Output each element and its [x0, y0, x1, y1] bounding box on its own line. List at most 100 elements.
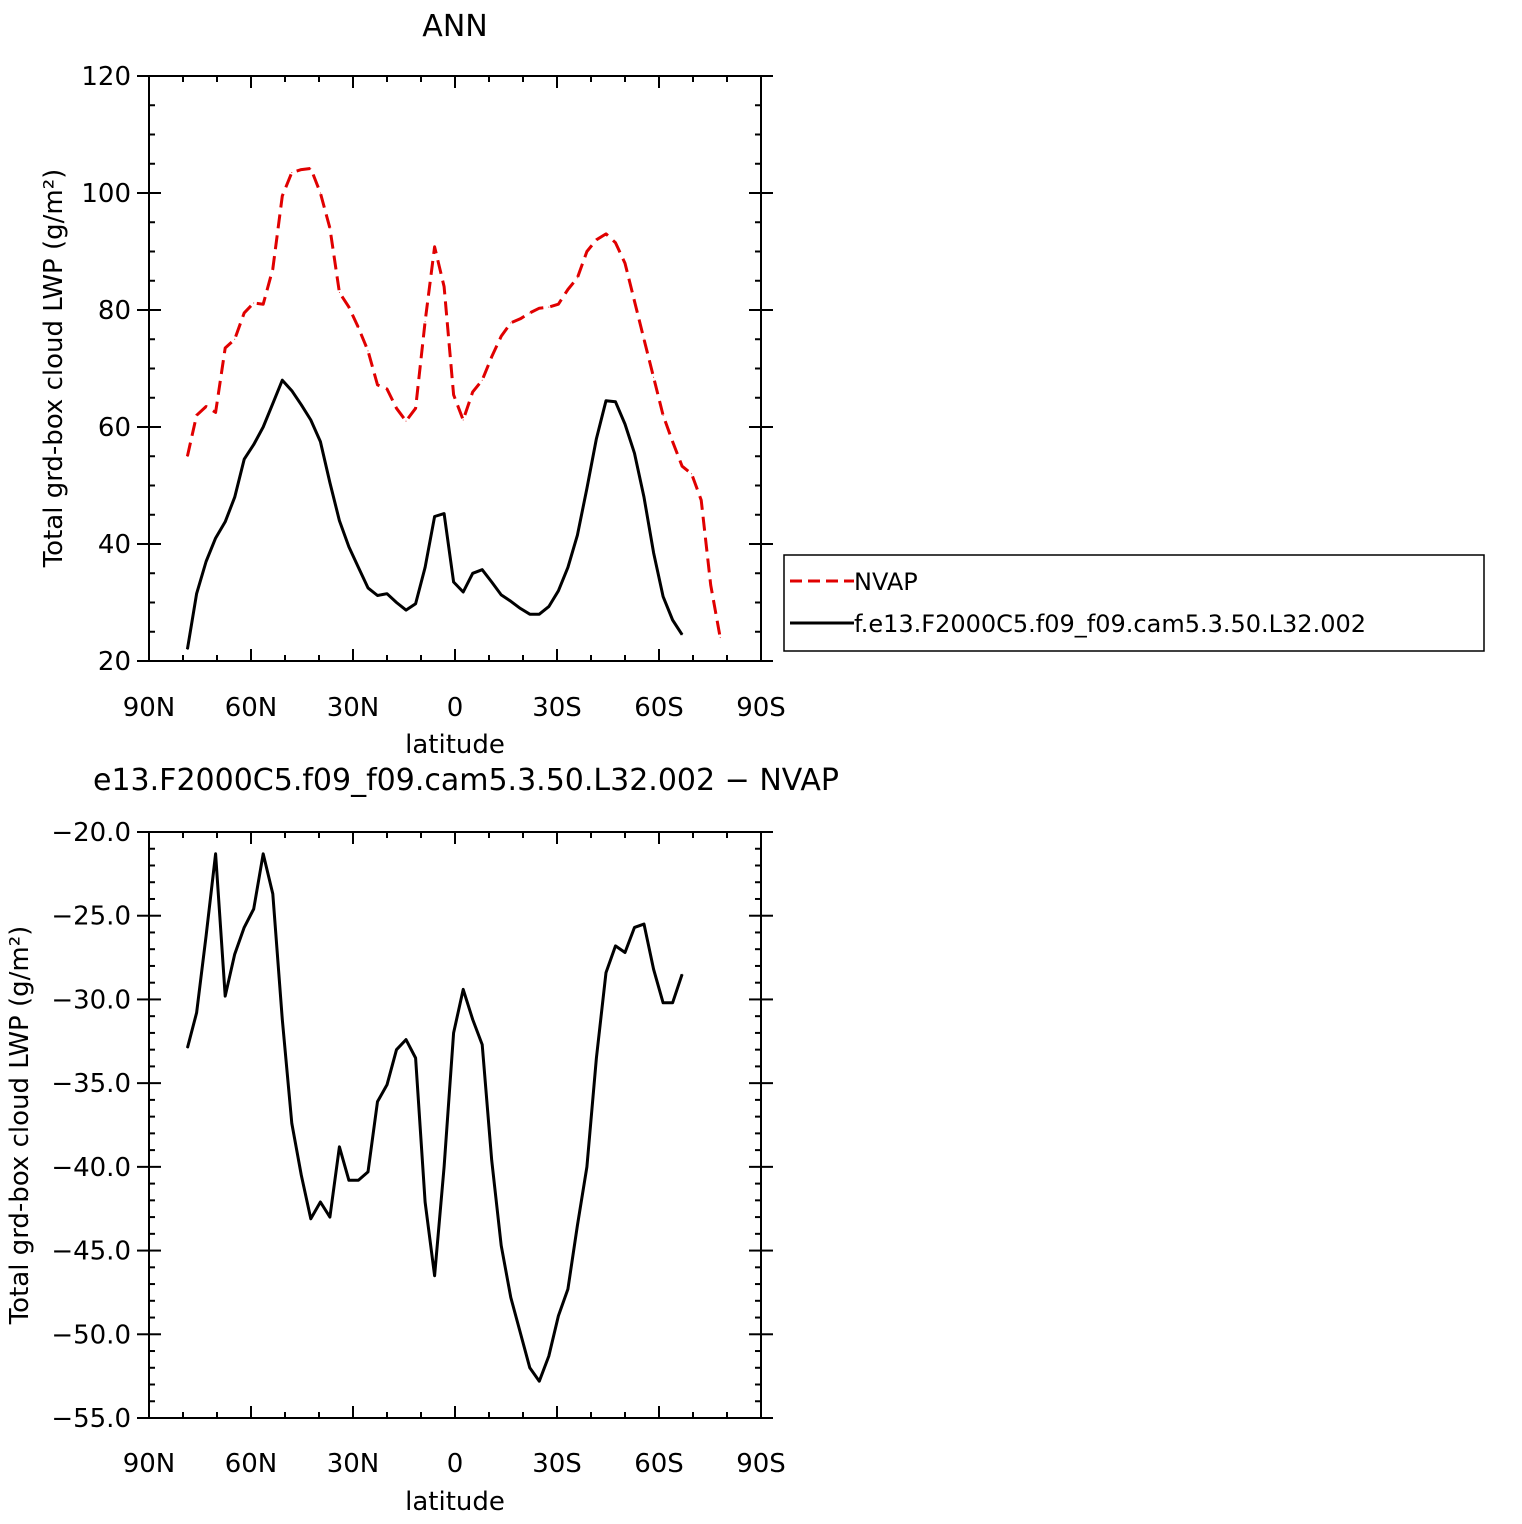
- data-point: [338, 520, 340, 522]
- legend: NVAP f.e13.F2000C5.f09_f09.cam5.3.50.L32.…: [783, 554, 1485, 652]
- data-point: [557, 590, 559, 592]
- data-point: [548, 606, 550, 608]
- data-point: [281, 1019, 283, 1020]
- data-point: [415, 407, 417, 409]
- legend-label: NVAP: [854, 568, 918, 596]
- x-tick-label: 90N: [123, 693, 176, 723]
- data-point: [205, 935, 207, 937]
- y-axis-label: Total grd-box cloud LWP (g/m²): [39, 169, 69, 569]
- data-point: [567, 289, 569, 290]
- data-point: [291, 172, 293, 173]
- data-point: [662, 414, 664, 416]
- data-point: [272, 893, 274, 895]
- data-point: [491, 356, 493, 358]
- data-point: [377, 1101, 378, 1103]
- data-point: [310, 419, 312, 421]
- data-point: [653, 552, 655, 554]
- data-point: [310, 1218, 312, 1220]
- data-point: [272, 403, 274, 405]
- data-point: [672, 441, 674, 443]
- x-tick-label: 60S: [634, 1449, 684, 1479]
- data-point: [386, 1084, 388, 1086]
- data-point: [681, 465, 683, 467]
- y-tick-label: −45.0: [51, 1237, 131, 1267]
- data-point: [576, 277, 578, 279]
- data-point: [672, 619, 674, 621]
- data-point: [262, 853, 264, 855]
- x-axis-label: latitude: [405, 1487, 505, 1517]
- legend-box: [783, 554, 1485, 652]
- data-point: [586, 251, 588, 252]
- x-tick-label: 60S: [634, 693, 684, 723]
- x-tick-label: 90S: [736, 693, 786, 723]
- chart-title: e13.F2000C5.f09_f09.cam5.3.50.L32.002 − …: [93, 763, 839, 798]
- data-point: [548, 306, 550, 308]
- data-point: [234, 953, 236, 955]
- x-tick-label: 30S: [532, 1449, 582, 1479]
- data-point: [472, 391, 474, 393]
- data-point: [491, 1159, 493, 1161]
- data-point: [319, 441, 321, 443]
- legend-label: f.e13.F2000C5.f09_f09.cam5.3.50.L32.002: [854, 610, 1366, 638]
- data-point: [576, 534, 578, 536]
- data-point: [300, 404, 302, 406]
- data-point: [405, 609, 407, 611]
- y-tick-label: −20.0: [51, 818, 131, 848]
- data-point: [205, 406, 207, 407]
- data-point: [262, 303, 264, 305]
- data-point: [338, 1146, 340, 1148]
- chart-title: ANN: [422, 9, 487, 44]
- data-point: [434, 516, 436, 517]
- y-tick-label: 100: [81, 179, 131, 209]
- data-point: [653, 376, 655, 378]
- y-tick-label: 80: [98, 296, 131, 326]
- data-point: [681, 634, 683, 636]
- data-point: [396, 1049, 397, 1051]
- y-tick-label: −35.0: [51, 1069, 131, 1099]
- data-point: [510, 1297, 512, 1298]
- data-point: [186, 1047, 188, 1049]
- data-point: [624, 423, 626, 425]
- data-point: [243, 458, 245, 460]
- x-axis-label: latitude: [405, 730, 505, 760]
- data-point: [643, 923, 645, 925]
- data-point: [567, 1288, 569, 1290]
- data-point: [662, 1002, 664, 1004]
- data-point: [691, 473, 693, 475]
- data-point: [196, 414, 198, 416]
- data-point: [386, 388, 388, 390]
- data-point: [367, 1171, 369, 1173]
- data-point: [205, 561, 207, 562]
- top-panel: ANN 90N 60N 30N 0 30S 60S 90S 20 40 60 80 100 120 lati…: [39, 9, 1485, 760]
- data-point: [348, 546, 350, 548]
- data-point: [481, 379, 483, 381]
- data-point: [519, 1332, 521, 1334]
- data-point: [634, 926, 635, 928]
- y-axis-label: Total grd-box cloud LWP (g/m²): [5, 926, 35, 1326]
- data-point: [253, 908, 255, 910]
- data-point: [405, 1039, 407, 1041]
- data-point: [186, 455, 188, 457]
- y-tick-label: 20: [98, 647, 131, 677]
- data-point: [224, 995, 226, 997]
- data-point: [595, 239, 597, 241]
- data-point: [510, 322, 512, 324]
- data-point: [386, 593, 388, 595]
- data-point: [453, 1032, 455, 1034]
- x-tick-label: 90S: [736, 1449, 786, 1479]
- data-point: [357, 1179, 359, 1181]
- data-point: [319, 1201, 321, 1203]
- data-point: [567, 566, 569, 568]
- data-point: [234, 338, 236, 340]
- x-tick-label: 30N: [327, 693, 380, 723]
- data-point: [186, 648, 188, 650]
- y-tick-label: −55.0: [51, 1404, 131, 1434]
- data-point: [529, 613, 531, 615]
- data-point: [481, 569, 483, 571]
- data-point: [291, 390, 293, 392]
- data-point: [377, 384, 378, 386]
- data-point: [234, 496, 236, 498]
- data-point: [215, 853, 217, 855]
- data-point: [434, 1275, 436, 1277]
